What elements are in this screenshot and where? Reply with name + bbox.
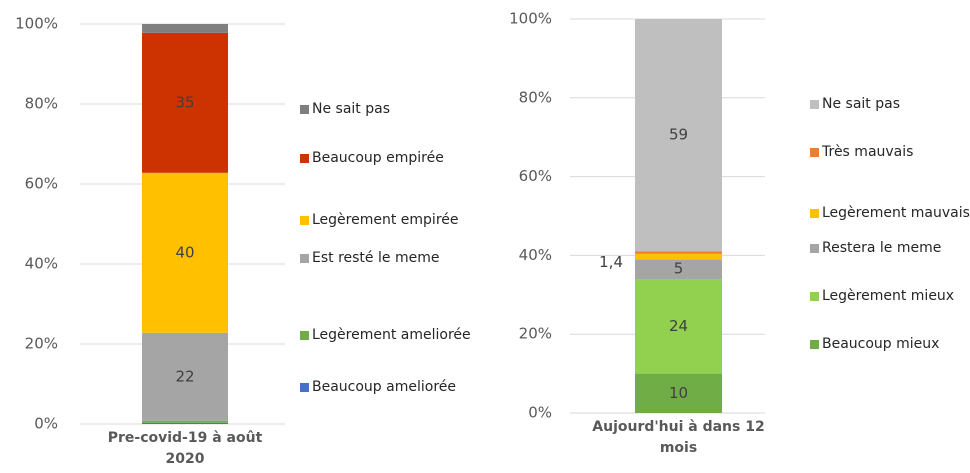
category-label: Pre-covid-19 à août 2020 [107, 430, 263, 467]
y-tick-label: 40% [519, 246, 552, 264]
y-tick-label: 0% [528, 404, 552, 422]
legend-swatch [810, 244, 819, 253]
data-label: 40 [175, 243, 194, 261]
legend-label: Beaucoup ameliorée [312, 379, 456, 395]
y-tick-label: 0% [34, 415, 58, 433]
legend-swatch [810, 292, 819, 301]
legend-label: Ne sait pas [312, 101, 390, 117]
legend-swatch [810, 148, 819, 157]
legend-label: Beaucoup mieux [822, 336, 940, 352]
y-tick-label: 80% [519, 88, 552, 106]
bar-segment [635, 279, 722, 374]
legend-label: Beaucoup empirée [312, 150, 444, 166]
data-label: 22 [175, 367, 194, 385]
legend-swatch [810, 340, 819, 349]
legend-label: Legèrement mauvais [822, 205, 970, 221]
bar-segment [635, 19, 722, 252]
legend-label: Legèrement empirée [312, 212, 459, 228]
legend-label: Très mauvais [822, 144, 914, 160]
legend-swatch [300, 383, 309, 392]
y-tick-label: 20% [25, 335, 58, 353]
legend-label: Legèrement ameliorée [312, 327, 471, 343]
y-tick-label: 40% [25, 255, 58, 273]
y-tick-label: 60% [25, 175, 58, 193]
bar-segment [142, 172, 228, 333]
legend-swatch [300, 331, 309, 340]
bar-segment [635, 373, 722, 413]
legend-swatch [300, 216, 309, 225]
bar-segment [142, 422, 228, 424]
data-label: 35 [175, 93, 194, 111]
y-tick-label: 100% [15, 15, 58, 33]
bar-segment [635, 251, 722, 254]
bar-segment [142, 332, 228, 421]
category-label: Aujourd'hui à dans 12 mois [592, 419, 765, 456]
bar-segment [142, 420, 228, 423]
y-tick-label: 60% [519, 167, 552, 185]
y-tick-label: 20% [519, 325, 552, 343]
bar-segment [142, 24, 228, 33]
data-label: 1,4 [599, 253, 623, 271]
y-tick-label: 100% [509, 10, 552, 28]
legend-swatch [300, 254, 309, 263]
legend-swatch [300, 105, 309, 114]
bar-segment [635, 253, 722, 260]
legend-swatch [300, 154, 309, 163]
legend-swatch [810, 209, 819, 218]
legend-label: Ne sait pas [822, 96, 900, 112]
y-tick-label: 80% [25, 95, 58, 113]
legend-label: Restera le meme [822, 240, 942, 256]
data-label: 10 [669, 384, 688, 402]
legend-label: Est resté le meme [312, 250, 440, 266]
legend-swatch [810, 100, 819, 109]
data-label: 24 [669, 317, 688, 335]
bar-segment [635, 259, 722, 280]
legend-label: Legèrement mieux [822, 288, 955, 304]
data-label: 5 [674, 260, 684, 278]
bar-segment [142, 32, 228, 173]
data-label: 59 [669, 126, 688, 144]
